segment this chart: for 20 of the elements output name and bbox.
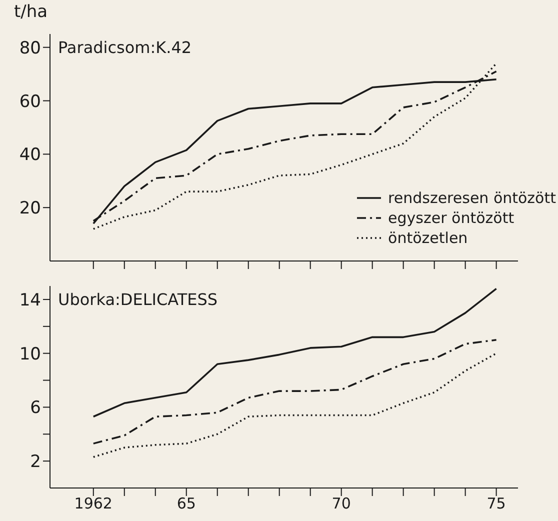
y-tick-label: 14 <box>19 290 41 310</box>
x-tick-label: 75 <box>486 494 506 513</box>
line-series <box>92 338 498 444</box>
chart-title: Paradicsom:K.42 <box>58 38 192 57</box>
chart-title: Uborka:DELICATESS <box>58 290 218 309</box>
y-tick-label: 80 <box>19 38 41 58</box>
legend-label: egyszer öntözött <box>388 208 514 228</box>
line-series <box>92 352 498 458</box>
y-tick-label: 60 <box>19 92 41 112</box>
legend-label: rendszeresen öntözött <box>388 188 556 208</box>
y-tick-label: 20 <box>19 198 41 219</box>
y-tick-label: 40 <box>19 145 41 166</box>
legend-label: öntözetlen <box>388 228 468 248</box>
y-tick-label: 2 <box>30 452 41 472</box>
y-tick-label: 6 <box>30 398 41 418</box>
y-tick-label: 10 <box>19 344 41 364</box>
y-axis-title: t/ha <box>14 2 48 22</box>
x-tick-label: 70 <box>332 494 351 513</box>
x-tick-label: 65 <box>176 494 196 513</box>
x-tick-label: 1962 <box>74 494 112 513</box>
